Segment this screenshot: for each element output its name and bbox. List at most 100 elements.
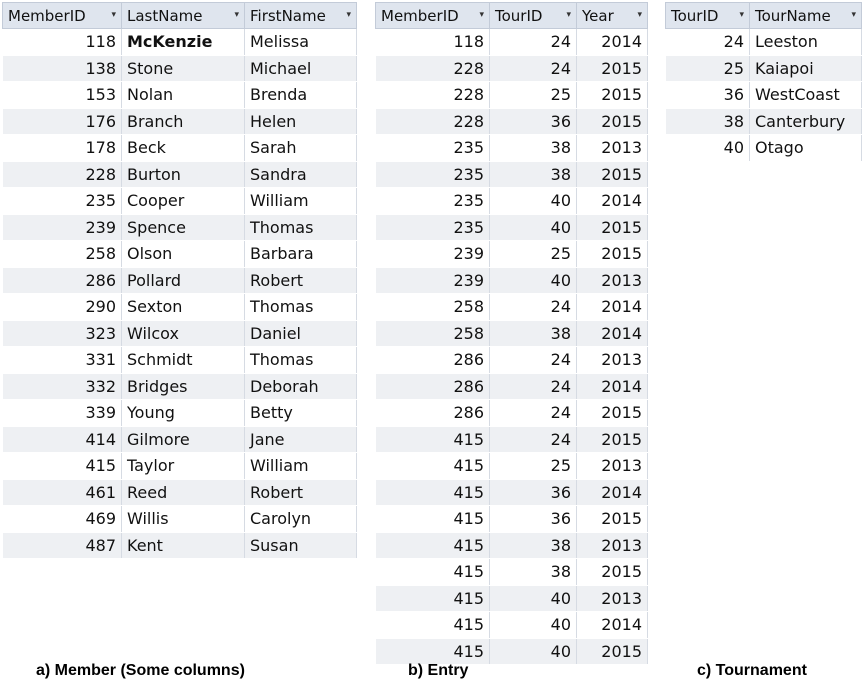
table-cell[interactable]: 36 (489, 479, 577, 506)
table-row[interactable]: 235 40 2015 (375, 214, 648, 241)
table-cell[interactable]: 415 (2, 452, 122, 480)
table-row[interactable]: 258 38 2014 (375, 320, 648, 347)
table-cell[interactable]: 258 (375, 320, 490, 347)
table-row[interactable]: 415 24 2015 (375, 426, 648, 453)
table-cell[interactable]: 36 (489, 108, 577, 135)
table-cell[interactable]: Wilcox (121, 320, 245, 347)
table-cell[interactable]: 38 (489, 161, 577, 188)
table-cell[interactable]: 228 (375, 81, 490, 109)
table-cell[interactable]: 178 (2, 134, 122, 162)
table-cell[interactable]: 415 (375, 426, 490, 453)
table-cell[interactable]: Willis (121, 505, 245, 533)
table-cell[interactable]: 24 (489, 346, 577, 374)
table-cell[interactable]: Burton (121, 161, 245, 188)
table-cell[interactable]: Betty (244, 399, 357, 427)
table-cell[interactable]: Stone (121, 55, 245, 82)
table-cell[interactable]: 2014 (576, 293, 648, 321)
table-cell[interactable]: Thomas (244, 346, 357, 374)
table-row[interactable]: 415 38 2015 (375, 558, 648, 586)
table-cell[interactable]: Deborah (244, 373, 357, 400)
filter-dropdown-arrow-icon[interactable]: ▾ (637, 10, 642, 20)
tournament-column-header-tourid[interactable]: TourID ▾ (665, 2, 750, 29)
table-row[interactable]: 290 Sexton Thomas (2, 293, 357, 321)
table-cell[interactable]: 176 (2, 108, 122, 135)
table-row[interactable]: 415 25 2013 (375, 452, 648, 480)
table-cell[interactable]: 2015 (576, 240, 648, 268)
table-cell[interactable]: 235 (375, 214, 490, 241)
table-row[interactable]: 286 24 2015 (375, 399, 648, 427)
table-cell[interactable]: Spence (121, 214, 245, 241)
table-cell[interactable]: 290 (2, 293, 122, 321)
table-cell[interactable]: 40 (489, 187, 577, 215)
table-cell[interactable]: 415 (375, 505, 490, 533)
filter-dropdown-arrow-icon[interactable]: ▾ (111, 10, 116, 20)
table-row[interactable]: 25 Kaiapoi (665, 55, 862, 82)
table-cell[interactable]: 415 (375, 452, 490, 480)
table-cell[interactable]: 239 (2, 214, 122, 241)
table-cell[interactable]: Schmidt (121, 346, 245, 374)
table-cell[interactable]: Michael (244, 55, 357, 82)
table-cell[interactable]: 38 (489, 532, 577, 559)
table-cell[interactable]: 286 (375, 373, 490, 400)
table-cell[interactable]: Sexton (121, 293, 245, 321)
table-cell[interactable]: Robert (244, 267, 357, 294)
table-cell[interactable]: 2013 (576, 346, 648, 374)
table-cell[interactable]: William (244, 452, 357, 480)
table-cell[interactable]: 36 (665, 81, 750, 109)
table-cell[interactable]: 24 (489, 373, 577, 400)
table-row[interactable]: 38 Canterbury (665, 108, 862, 135)
table-cell[interactable]: 38 (489, 320, 577, 347)
table-cell[interactable]: 24 (489, 426, 577, 453)
table-cell[interactable]: 235 (375, 161, 490, 188)
table-cell[interactable]: Jane (244, 426, 357, 453)
table-cell[interactable]: Thomas (244, 293, 357, 321)
table-row[interactable]: 228 Burton Sandra (2, 161, 357, 188)
member-column-header-firstname[interactable]: FirstName ▾ (244, 2, 357, 29)
table-row[interactable]: 461 Reed Robert (2, 479, 357, 506)
table-cell[interactable]: Leeston (749, 28, 862, 56)
table-cell[interactable]: 24 (665, 28, 750, 56)
table-cell[interactable]: 415 (375, 558, 490, 586)
table-cell[interactable]: 286 (375, 346, 490, 374)
table-cell[interactable]: 2015 (576, 399, 648, 427)
table-cell[interactable]: Cooper (121, 187, 245, 215)
filter-dropdown-arrow-icon[interactable]: ▾ (346, 10, 351, 20)
table-row[interactable]: 239 25 2015 (375, 240, 648, 268)
entry-column-header-year[interactable]: Year ▾ (576, 2, 648, 29)
table-cell[interactable]: Branch (121, 108, 245, 135)
table-cell[interactable]: Sarah (244, 134, 357, 162)
table-cell[interactable]: 36 (489, 505, 577, 533)
table-row[interactable]: 235 38 2013 (375, 134, 648, 162)
tournament-column-header-tourname[interactable]: TourName ▾ (749, 2, 862, 29)
table-cell[interactable]: 414 (2, 426, 122, 453)
table-row[interactable]: 469 Willis Carolyn (2, 505, 357, 533)
table-row[interactable]: 235 Cooper William (2, 187, 357, 215)
table-row[interactable]: 24 Leeston (665, 28, 862, 56)
table-cell[interactable]: 40 (489, 214, 577, 241)
filter-dropdown-arrow-icon[interactable]: ▾ (234, 10, 239, 20)
table-cell[interactable]: 2013 (576, 532, 648, 559)
table-cell[interactable]: 2013 (576, 134, 648, 162)
table-row[interactable]: 138 Stone Michael (2, 55, 357, 82)
table-row[interactable]: 414 Gilmore Jane (2, 426, 357, 453)
table-cell[interactable]: Thomas (244, 214, 357, 241)
table-cell[interactable]: Carolyn (244, 505, 357, 533)
table-row[interactable]: 228 24 2015 (375, 55, 648, 82)
table-row[interactable]: 40 Otago (665, 134, 862, 162)
filter-dropdown-arrow-icon[interactable]: ▾ (739, 10, 744, 20)
table-row[interactable]: 258 24 2014 (375, 293, 648, 321)
table-row[interactable]: 235 40 2014 (375, 187, 648, 215)
table-cell[interactable]: 2015 (576, 161, 648, 188)
table-row[interactable]: 487 Kent Susan (2, 532, 357, 559)
table-row[interactable]: 286 24 2014 (375, 373, 648, 400)
table-cell[interactable]: 118 (2, 28, 122, 56)
table-cell[interactable]: 415 (375, 638, 490, 665)
table-cell[interactable]: 2013 (576, 267, 648, 294)
table-cell[interactable]: 258 (375, 293, 490, 321)
table-cell[interactable]: 2015 (576, 505, 648, 533)
table-cell[interactable]: 2014 (576, 320, 648, 347)
table-cell[interactable]: 469 (2, 505, 122, 533)
table-cell[interactable]: 25 (489, 452, 577, 480)
table-cell[interactable]: 487 (2, 532, 122, 559)
table-row[interactable]: 235 38 2015 (375, 161, 648, 188)
